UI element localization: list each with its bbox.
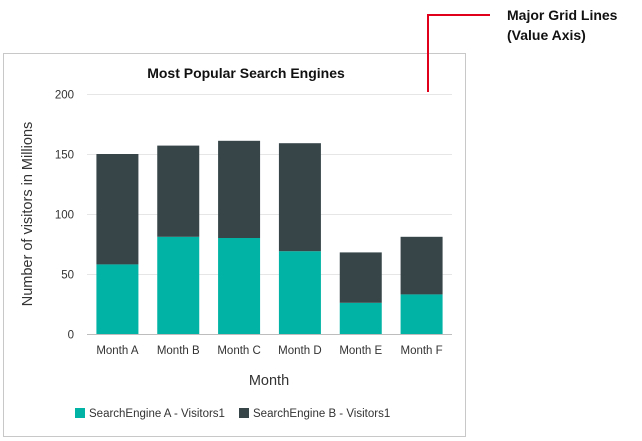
x-axis-ticks: Month A Month B Month C Month D Month E Month…	[96, 345, 442, 357]
x-tick-label: Month F	[400, 345, 442, 357]
x-tick-label: Month D	[278, 345, 321, 357]
bar-segment	[278, 251, 321, 334]
y-tick-label: 200	[55, 90, 74, 102]
bar-segment	[96, 154, 139, 265]
bar-segment	[278, 143, 321, 252]
legend-swatch-series-a	[75, 408, 85, 418]
y-axis-ticks: 0 50 100 150 200	[55, 90, 74, 342]
bar-segment	[96, 264, 139, 334]
bar-segment	[339, 252, 382, 303]
gridlines	[87, 94, 452, 275]
x-tick-label: Month C	[217, 345, 260, 357]
bar-segment	[400, 236, 443, 295]
bar-segment	[218, 140, 261, 238]
chart-title: Most Popular Search Engines	[147, 65, 345, 81]
callout-text-line1: Major Grid Lines	[507, 7, 618, 23]
x-tick-label: Month B	[157, 345, 200, 357]
y-tick-label: 0	[68, 330, 74, 342]
callout-text-line2: (Value Axis)	[507, 27, 586, 43]
legend-label-series-a: SearchEngine A - Visitors1	[89, 408, 225, 420]
bar-segment	[218, 238, 261, 334]
legend: SearchEngine A - Visitors1 SearchEngine …	[75, 408, 390, 420]
y-tick-label: 150	[55, 150, 74, 162]
x-tick-label: Month A	[96, 345, 139, 357]
bar-segment	[157, 236, 200, 334]
bar-segment	[157, 145, 200, 237]
bar-segment	[400, 294, 443, 334]
x-tick-label: Month E	[339, 345, 382, 357]
callout-annotation: Major Grid Lines (Value Axis)	[427, 7, 618, 92]
y-tick-label: 100	[55, 210, 74, 222]
callout-pointer-line	[427, 14, 490, 92]
legend-label-series-b: SearchEngine B - Visitors1	[253, 408, 390, 420]
legend-swatch-series-b	[239, 408, 249, 418]
bar-segment	[339, 302, 382, 334]
y-axis-title: Number of visitors in Millions	[20, 122, 36, 307]
y-tick-label: 50	[61, 270, 74, 282]
x-axis-title: Month	[249, 373, 289, 389]
bars	[96, 140, 443, 334]
